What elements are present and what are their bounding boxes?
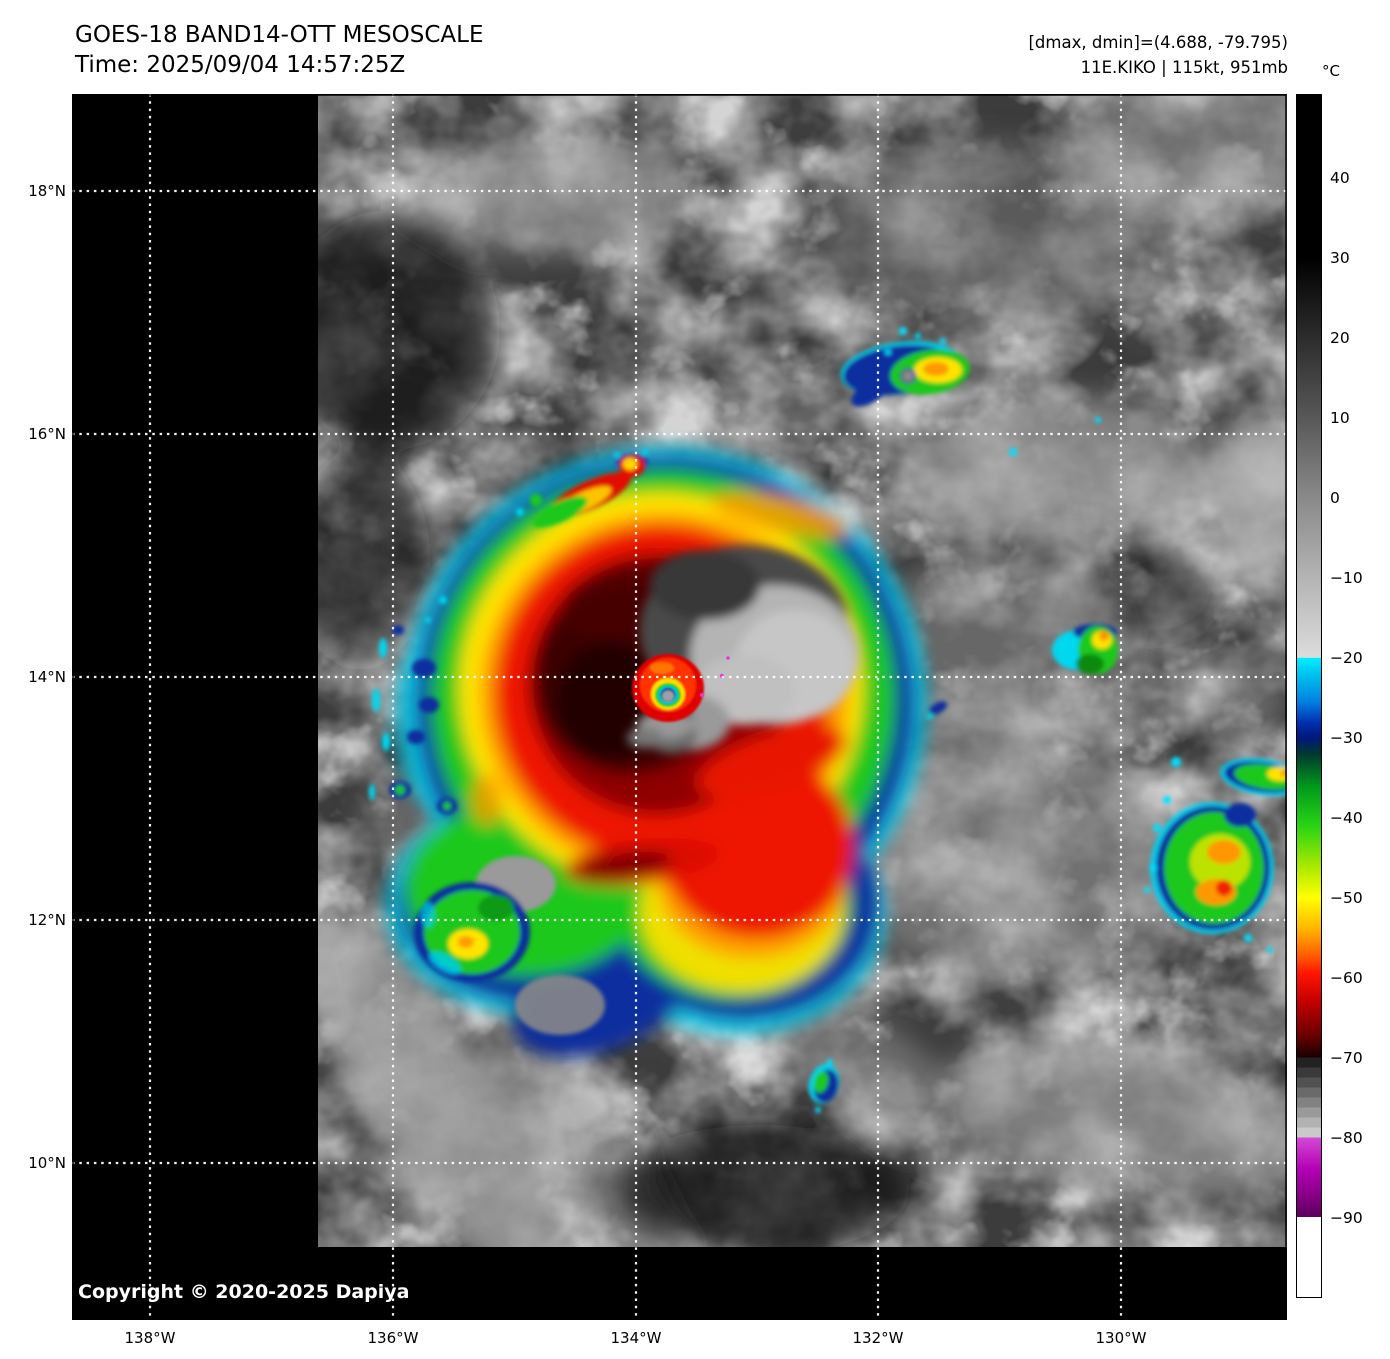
lon-label-132W: 132°W xyxy=(852,1329,904,1347)
gridlines xyxy=(72,94,1287,1320)
page-title: GOES-18 BAND14-OTT MESOSCALE xyxy=(75,22,484,48)
lat-label-12N: 12°N xyxy=(28,911,66,929)
copyright-text: Copyright © 2020-2025 Dapiya xyxy=(78,1281,410,1303)
colorbar-tick-10: 10 xyxy=(1330,409,1350,427)
colorbar-tick-m80: −80 xyxy=(1330,1129,1363,1147)
colorbar-tick-30: 30 xyxy=(1330,249,1350,267)
lon-label-138W: 138°W xyxy=(124,1329,176,1347)
map-area xyxy=(72,94,1287,1320)
satellite-plot xyxy=(72,94,1287,1320)
colorbar-tick-m30: −30 xyxy=(1330,729,1363,747)
lat-label-16N: 16°N xyxy=(28,425,66,443)
warm-spots-magenta xyxy=(700,656,730,697)
colorbar-tick-m50: −50 xyxy=(1330,889,1363,907)
eye xyxy=(632,654,704,722)
timestamp: Time: 2025/09/04 14:57:25Z xyxy=(75,52,406,78)
lat-label-14N: 14°N xyxy=(28,668,66,686)
colorbar-tick-m60: −60 xyxy=(1330,969,1363,987)
colorbar-tick-0: 0 xyxy=(1330,489,1340,507)
dmax-dmin-annotation: [dmax, dmin]=(4.688, -79.795) xyxy=(1028,33,1289,52)
storm-annotation: 11E.KIKO | 115kt, 951mb xyxy=(1080,58,1288,77)
colorbar-tick-m40: −40 xyxy=(1330,809,1363,827)
lon-label-136W: 136°W xyxy=(367,1329,419,1347)
colorbar-unit-label: °C xyxy=(1322,62,1340,80)
lat-label-18N: 18°N xyxy=(28,182,66,200)
colorbar-tick-40: 40 xyxy=(1330,169,1350,187)
lon-label-130W: 130°W xyxy=(1095,1329,1147,1347)
data-region xyxy=(318,95,1287,1247)
gray-comma xyxy=(627,545,860,753)
map-border xyxy=(72,94,1287,1320)
lon-label-134W: 134°W xyxy=(610,1329,662,1347)
colorbar-tick-20: 20 xyxy=(1330,329,1350,347)
lat-label-10N: 10°N xyxy=(28,1154,66,1172)
colorbar-tick-m90: −90 xyxy=(1330,1209,1363,1227)
colorbar-tick-m20: −20 xyxy=(1330,649,1363,667)
hurricane xyxy=(385,446,927,1057)
colorbar xyxy=(1296,94,1322,1298)
satellite-cells xyxy=(369,327,1287,1113)
colorbar-tick-m10: −10 xyxy=(1330,569,1363,587)
colorbar-tick-m70: −70 xyxy=(1330,1049,1363,1067)
